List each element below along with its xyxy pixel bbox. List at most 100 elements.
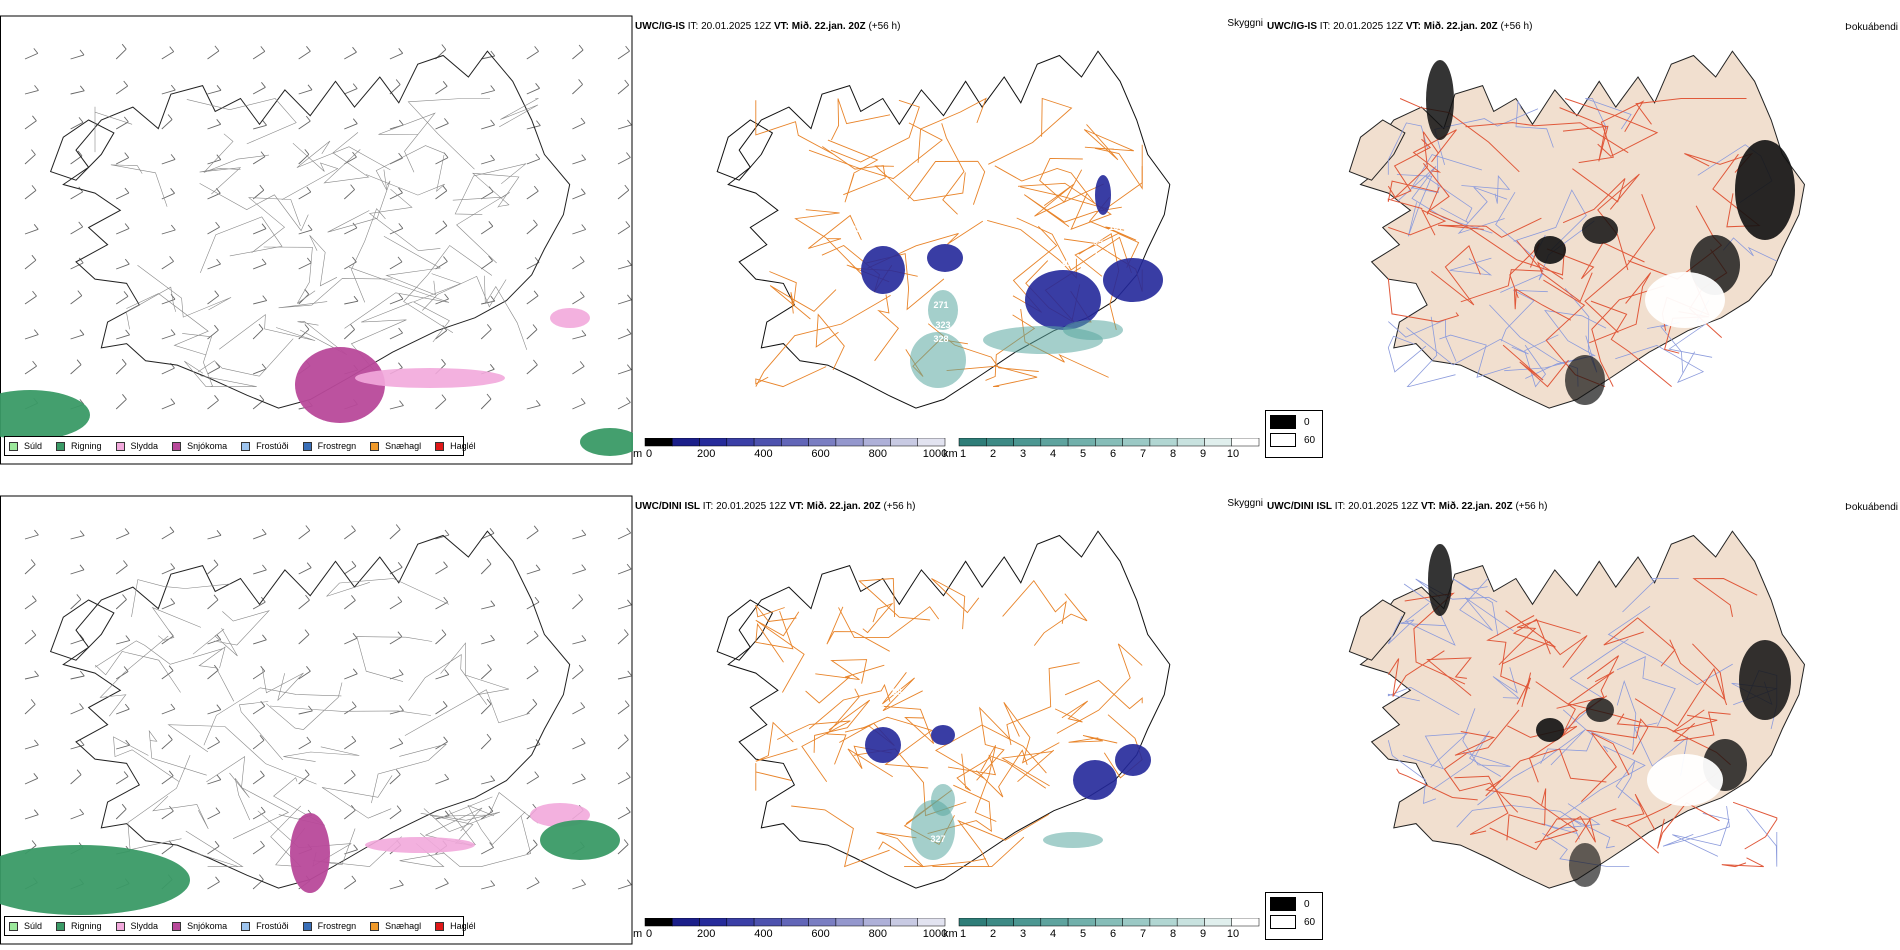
fog-legend-row: 60: [1270, 915, 1318, 929]
colorbar-tick: 8: [1169, 448, 1177, 460]
ceiling-label: 323: [935, 320, 950, 330]
fog-index-area: [1735, 140, 1795, 240]
ceiling-label: 109: [1060, 258, 1075, 268]
colorbar-tick: 4: [1049, 928, 1057, 940]
fog-legend-row: 0: [1270, 415, 1318, 429]
colorbar-tick: 6: [1109, 928, 1117, 940]
fog-legend-swatch: [1270, 433, 1296, 447]
ceiling-label: 102: [869, 704, 884, 714]
fog-index-area: [1536, 718, 1564, 742]
legend-label: Slydda: [130, 441, 159, 451]
colorbar-segment: [917, 918, 946, 927]
panel-header: UWC/DINI ISL IT: 20.01.2025 12Z VT: Mið.…: [1267, 501, 1547, 513]
colorbar-segment: [808, 918, 837, 927]
legend-swatch: [302, 441, 312, 451]
legend-swatch: [370, 441, 380, 451]
colorbar-segment: [835, 438, 864, 447]
sleet-patch: [550, 308, 590, 328]
sleet-band: [355, 368, 505, 388]
colorbar-segment: [1122, 918, 1151, 927]
snow-area: [295, 347, 385, 423]
low-ceiling-area: [1025, 270, 1101, 330]
colorbar-segment: [958, 918, 987, 927]
colorbar-segment: [835, 918, 864, 927]
model-name: UWC/IG-IS: [1267, 21, 1317, 32]
legend-item: Frostregn: [302, 921, 356, 931]
fog-index-area: [1428, 544, 1452, 616]
colorbar-segment: [1231, 438, 1260, 447]
low-visibility-area: [928, 290, 958, 330]
low-visibility-area: [1063, 320, 1123, 340]
colorbar-tick: 3: [1019, 448, 1027, 460]
panel-title: Skyggni: [1227, 18, 1263, 29]
panel-precip-bottom: UWC/DINI ISL IT: 20.01.2025 12Z VT: Mið.…: [0, 480, 633, 950]
model-name: UWC/IG-IS: [635, 21, 685, 32]
legend-item: Haglél: [435, 441, 476, 451]
colorbar-segment: [1231, 918, 1260, 927]
contour-lines: [94, 578, 539, 867]
ceiling-label: 107: [1108, 222, 1123, 232]
glacier-area: [1647, 754, 1723, 806]
legend-item: Súld: [9, 441, 42, 451]
ceiling-label: 75: [946, 692, 956, 702]
rain-area: [0, 390, 90, 440]
precip-type-legend: Súld Rigning Slydda Snjókoma Frostúði Frostre…: [4, 916, 476, 936]
it-value: 20.01.2025 12Z: [716, 501, 789, 512]
legend-swatch: [172, 441, 182, 451]
legend-swatch: [115, 921, 125, 931]
legend-swatch: [9, 441, 18, 451]
colorbar-segment: [781, 438, 809, 447]
low-ceiling-area: [1115, 744, 1151, 776]
panel-header: UWC/DINI ISL IT: 20.01.2025 12Z VT: Mið.…: [635, 501, 915, 513]
colorbar-segment: [1040, 438, 1069, 447]
low-ceiling-area: [865, 727, 901, 763]
colorbar-tick: 9: [1199, 448, 1207, 460]
road-network: [755, 578, 1143, 868]
westfjords-coastline: [716, 599, 774, 661]
colorbar-segment: [753, 918, 782, 927]
legend-swatch: [9, 921, 18, 931]
legend-item: Rigning: [56, 441, 102, 451]
low-visibility-area: [910, 332, 966, 388]
fog-legend-label: 0: [1304, 898, 1310, 910]
fog-index-area: [1534, 236, 1566, 264]
legend-label: Súld: [24, 921, 43, 931]
legend-swatch: [435, 921, 445, 931]
ceiling-label: 88: [892, 687, 902, 697]
legend-swatch: [241, 441, 251, 451]
colorbar-tick: 2: [989, 928, 997, 940]
fog-index-area: [1569, 843, 1601, 887]
map-precip: [0, 495, 633, 945]
legend-item: Frostúði: [241, 921, 289, 931]
colorbar-unit: km: [943, 448, 958, 460]
panel-precip-top: UWC/IG-IS IT: 20.01.2025 12Z VT: Mið. 22…: [0, 0, 633, 470]
contour-lines: [94, 98, 540, 387]
vt-label: VT:: [1420, 501, 1439, 512]
low-visibility-area: [931, 784, 955, 816]
colorbar-segment: [1067, 438, 1096, 447]
colorbar-segment: [808, 438, 837, 447]
rain-area: [540, 820, 620, 860]
it-label: IT:: [1317, 21, 1334, 32]
legend-item: Snjókoma: [172, 441, 227, 451]
fog-index-area: [1582, 216, 1618, 244]
colorbar-tick: 7: [1139, 928, 1147, 940]
colorbar-tick: 10: [1226, 448, 1240, 460]
colorbar-segment: [1013, 438, 1042, 447]
legend-label: Slydda: [130, 921, 159, 931]
legend-swatch: [370, 921, 380, 931]
colorbar-tick: 800: [868, 928, 887, 940]
colorbar-segment: [1095, 438, 1123, 447]
colorbar-tick: 2: [989, 448, 997, 460]
legend-item: Frostúði: [241, 441, 289, 451]
legend-item: Súld: [9, 921, 42, 931]
iceland-coastline: [62, 50, 571, 409]
legend-item: Frostregn: [302, 441, 356, 451]
ceiling-label: 95: [1093, 237, 1103, 247]
legend-swatch: [172, 921, 182, 931]
colorbar-tick: 200: [697, 928, 716, 940]
legend-label: Frostúði: [256, 441, 289, 451]
panel-fog-top: UWC/IG-IS IT: 20.01.2025 12Z VT: Mið. 22…: [1265, 0, 1900, 470]
ceiling-label: 92: [944, 210, 954, 220]
legend-swatch: [56, 441, 66, 451]
